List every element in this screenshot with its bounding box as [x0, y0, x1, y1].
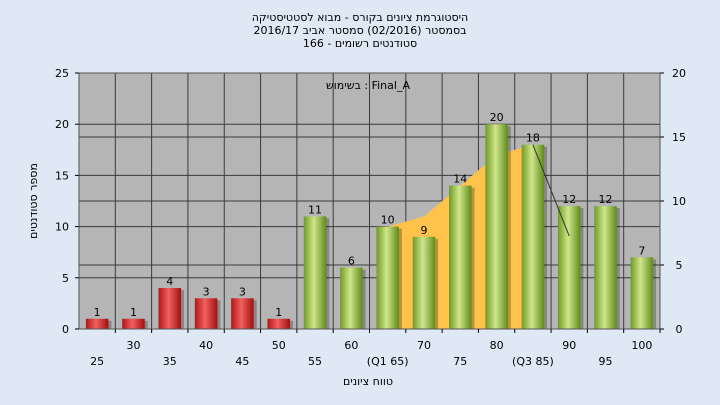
x-tick-label: 25 — [90, 355, 104, 368]
title-line-1: היסטוגרמת ציונים בקורס - מבוא לסטטיסטיקה — [252, 11, 468, 24]
y-axis-title: מספר סטודנטים — [27, 163, 40, 239]
y2-axis-ticks: 0 5 10 15 20 — [660, 67, 686, 336]
value-label: 7 — [638, 244, 645, 257]
bars — [85, 124, 657, 329]
y-tick-label: 20 — [55, 118, 69, 131]
x-tick-label: 90 — [562, 339, 576, 352]
bar — [449, 185, 472, 329]
value-label: 20 — [490, 111, 504, 124]
chart-title: היסטוגרמת ציונים בקורס - מבוא לסטטיסטיקה… — [252, 11, 468, 50]
y2-tick-label: 10 — [672, 195, 686, 208]
x-tick-label: 70 — [417, 339, 431, 352]
bar — [122, 318, 145, 329]
bar — [594, 206, 617, 329]
x-tick-label: 100 — [631, 339, 652, 352]
value-label: 10 — [381, 214, 395, 227]
value-label: 12 — [599, 193, 613, 206]
value-label: 11 — [308, 203, 322, 216]
x-tick-label: 35 — [163, 355, 177, 368]
x-tick-label: 95 — [599, 355, 613, 368]
x-axis-title: טווח ציונים — [343, 375, 393, 388]
value-label: 4 — [166, 275, 173, 288]
bar — [158, 288, 182, 329]
bar — [485, 124, 508, 329]
x-tick-label: 45 — [235, 355, 249, 368]
bar — [267, 318, 290, 329]
title-line-2: בסמסטר (02/2016) סמסטר אביב 2016/17 — [253, 24, 466, 37]
x-tick-label: 55 — [308, 355, 322, 368]
bar — [412, 236, 436, 329]
value-label: 1 — [275, 306, 282, 319]
x-axis-ticks: 25 30 35 40 45 50 55 60 (Q1 65) 70 75 80 (Q3 85) 90 95… — [90, 329, 661, 368]
value-label: 3 — [203, 285, 210, 298]
value-label: 3 — [239, 285, 246, 298]
bar — [85, 318, 109, 329]
bar — [303, 216, 327, 329]
value-label: 18 — [526, 132, 540, 145]
x-tick-label: 50 — [272, 339, 286, 352]
x-tick-label: (Q1 65) — [367, 355, 409, 368]
value-label: 9 — [420, 224, 427, 237]
title-line-3: סטודנטים רשומים - 166 — [303, 37, 417, 50]
bar — [521, 144, 545, 329]
y2-tick-label: 15 — [672, 131, 686, 144]
x-tick-label: (Q3 85) — [512, 355, 554, 368]
area-drop-line — [532, 144, 570, 237]
value-label: 14 — [453, 173, 467, 186]
annotation-label: בשימוש : Final_A — [326, 79, 410, 92]
y-tick-label: 10 — [55, 221, 69, 234]
x-tick-label: 40 — [199, 339, 213, 352]
y-tick-label: 0 — [62, 323, 69, 336]
bar — [340, 267, 363, 329]
y2-tick-label: 0 — [676, 323, 683, 336]
y-tick-label: 25 — [55, 67, 69, 80]
bar — [231, 298, 254, 329]
x-tick-label: 30 — [126, 339, 140, 352]
bar — [630, 257, 654, 329]
value-label: 1 — [94, 306, 101, 319]
y-axis-ticks: 0 5 10 15 20 25 — [55, 67, 79, 336]
bar — [557, 206, 581, 329]
y2-tick-label: 5 — [676, 259, 683, 272]
value-label: 1 — [130, 306, 137, 319]
y-tick-label: 15 — [55, 169, 69, 182]
bar — [376, 226, 399, 329]
value-label: 12 — [562, 193, 576, 206]
y-tick-label: 5 — [62, 272, 69, 285]
y2-tick-label: 20 — [672, 67, 686, 80]
x-tick-label: 75 — [453, 355, 467, 368]
x-tick-label: 80 — [490, 339, 504, 352]
value-label: 6 — [348, 255, 355, 268]
bar — [194, 298, 218, 329]
x-tick-label: 60 — [344, 339, 358, 352]
